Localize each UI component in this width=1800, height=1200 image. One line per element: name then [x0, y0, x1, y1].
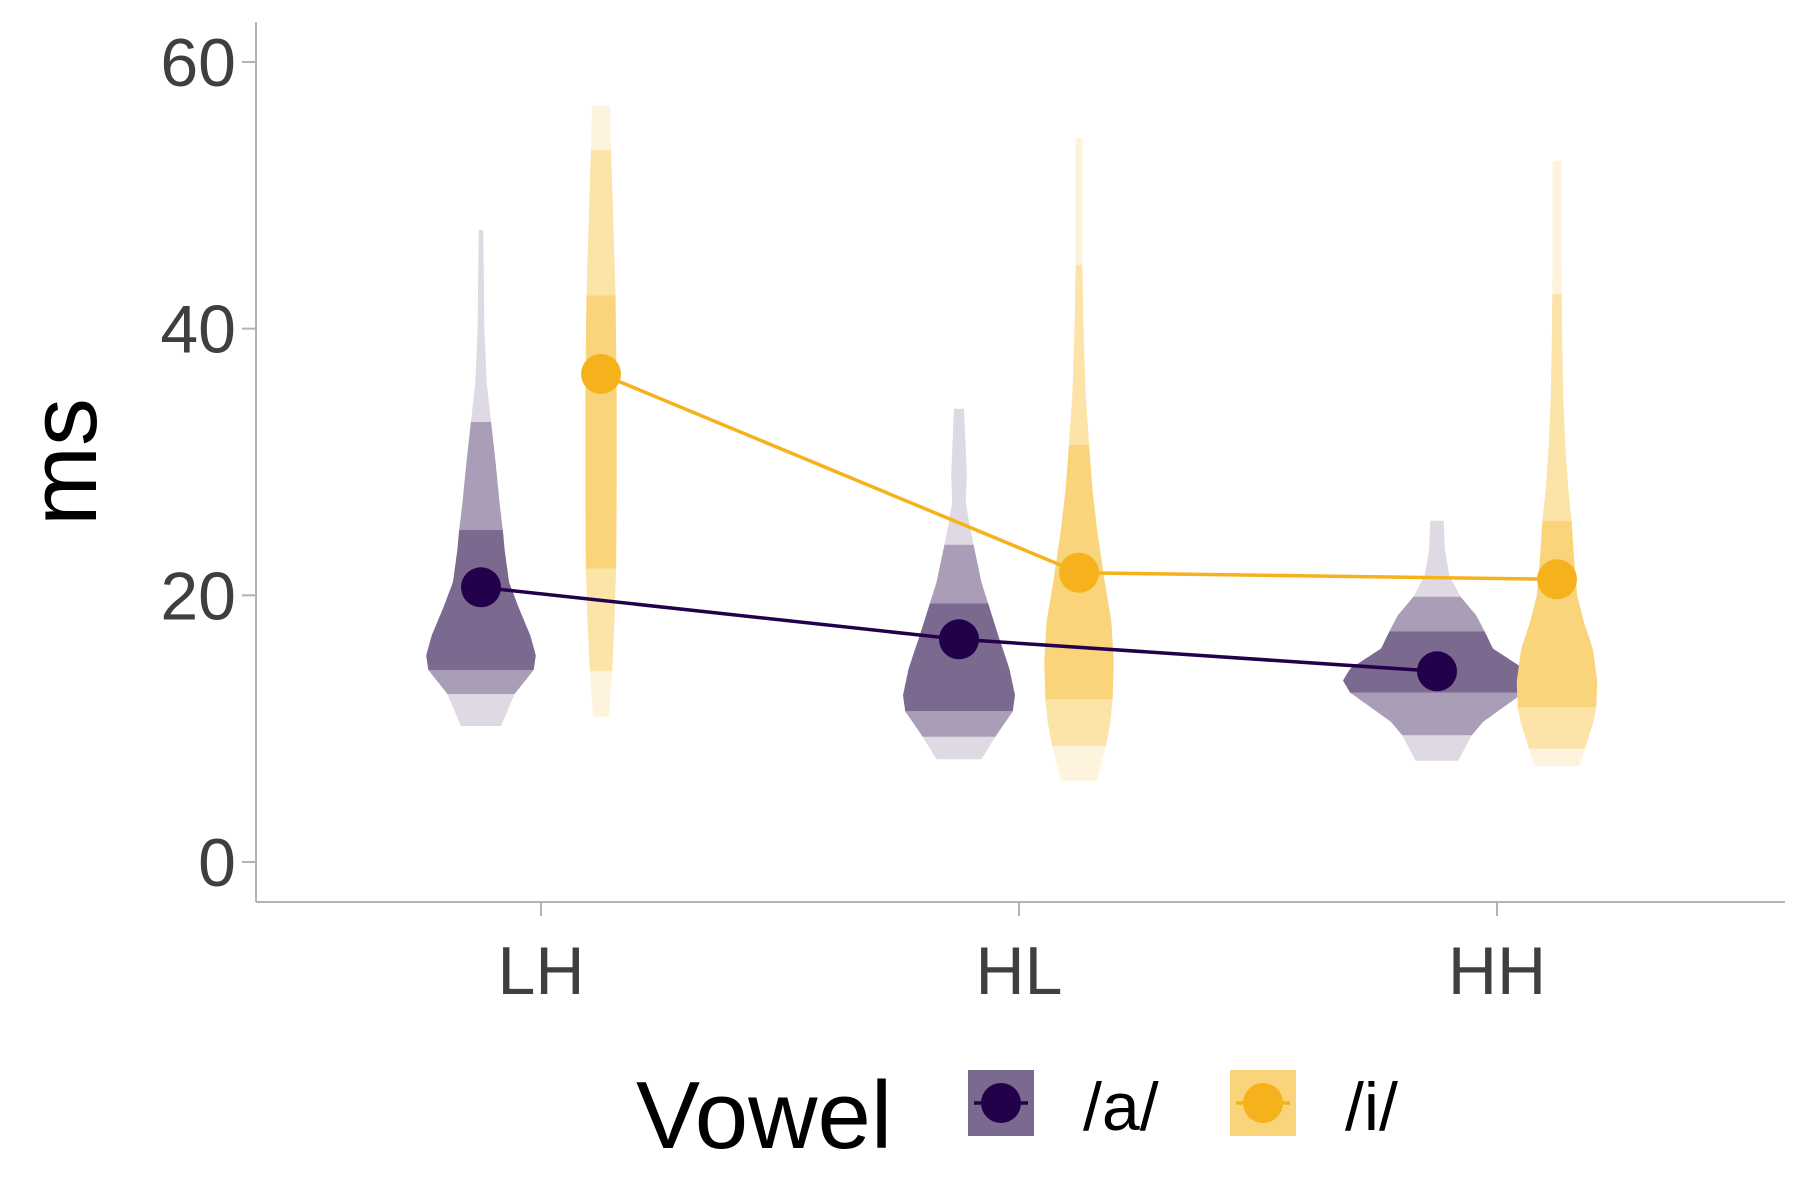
- legend-label: /i/: [1345, 1069, 1398, 1145]
- violin-band: [470, 230, 492, 422]
- violin-lh-a: [426, 230, 536, 726]
- legend-label: /a/: [1083, 1069, 1159, 1145]
- mean-point-hh-a: [1417, 651, 1457, 692]
- violin-band: [1542, 294, 1572, 521]
- mean-point-hl-a: [939, 619, 979, 660]
- violin-band: [1529, 748, 1585, 766]
- axes: 0 20 40 60 LH HL HH: [160, 22, 1785, 1009]
- y-tick-label: 20: [160, 558, 236, 634]
- violin-band: [447, 694, 515, 726]
- mean-point-lh-i: [581, 354, 621, 394]
- violin-band: [1389, 596, 1485, 632]
- y-tick-label: 40: [160, 292, 236, 368]
- x-tick-label-lh: LH: [498, 933, 585, 1009]
- violin-lh-i: [585, 106, 617, 717]
- violin-hl-i: [1044, 138, 1114, 781]
- violin-band: [1552, 160, 1562, 294]
- legend-item-i: /i/: [1230, 1069, 1398, 1145]
- legend-items: /a/ /i/: [968, 1069, 1398, 1145]
- y-tick-label: 60: [160, 25, 236, 101]
- violin-band: [1516, 520, 1598, 708]
- violin-band: [585, 295, 617, 569]
- x-axis-ticks: LH HL HH: [498, 902, 1546, 1009]
- violin-band: [1402, 735, 1472, 761]
- violin-band: [585, 568, 617, 672]
- mean-point-hh-i: [1537, 559, 1577, 600]
- violin-band: [922, 736, 996, 760]
- violin-band: [1052, 746, 1106, 781]
- violin-hh-a: [1343, 520, 1531, 761]
- violin-hh-i: [1516, 160, 1598, 766]
- y-axis-title: ms: [10, 398, 117, 526]
- violin-band: [944, 408, 974, 545]
- x-tick-label-hl: HL: [976, 933, 1063, 1009]
- plot-area: [426, 106, 1598, 781]
- legend-item-a: /a/: [968, 1069, 1159, 1145]
- mean-point-lh-a: [461, 567, 501, 608]
- violin-band: [1350, 692, 1524, 736]
- y-tick-label: 0: [198, 825, 236, 901]
- violin-band: [929, 544, 989, 604]
- violin-band: [905, 711, 1013, 737]
- violin-band: [1413, 520, 1461, 597]
- legend-key-point: [981, 1083, 1021, 1123]
- violin-band: [1517, 707, 1597, 749]
- legend-title: Vowel: [636, 1062, 892, 1169]
- violin-band: [589, 671, 613, 717]
- violin-band: [590, 106, 612, 150]
- mean-point-hl-i: [1059, 552, 1099, 593]
- violin-band: [428, 670, 534, 694]
- violin-band: [1045, 699, 1113, 746]
- violin-hl-a: [903, 408, 1015, 760]
- legend-key-point: [1243, 1083, 1283, 1123]
- legend: Vowel /a/ /i/: [636, 1062, 1398, 1169]
- y-axis-ticks: 0 20 40 60: [160, 25, 256, 901]
- violin-band: [1075, 138, 1083, 265]
- violin-band: [459, 422, 503, 530]
- violin-band: [586, 150, 616, 296]
- x-tick-label-hh: HH: [1448, 933, 1546, 1009]
- violin-band: [1068, 264, 1090, 445]
